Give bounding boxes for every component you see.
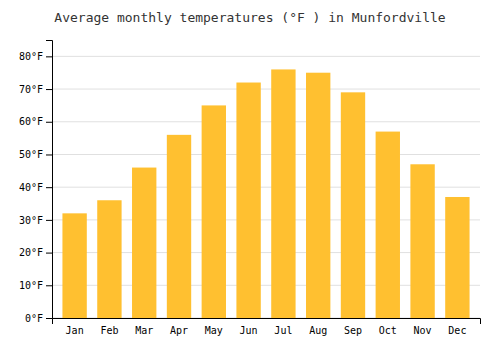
y-tick-label: 70°F <box>19 84 43 95</box>
bar <box>62 213 86 318</box>
bar <box>97 200 121 318</box>
x-tick-label: Jun <box>240 325 258 336</box>
y-tick: 0°F <box>25 313 52 324</box>
bar <box>236 83 260 318</box>
bar <box>410 164 434 318</box>
x-tick-label: Feb <box>100 325 118 336</box>
y-tick-label: 0°F <box>25 313 43 324</box>
x-tick: Jul <box>274 325 292 336</box>
y-tick-label: 60°F <box>19 116 43 127</box>
bar <box>167 135 191 318</box>
y-tick-label: 50°F <box>19 149 43 160</box>
x-tick: May <box>205 325 223 336</box>
bar <box>376 132 400 318</box>
y-tick: 50°F <box>19 149 52 160</box>
y-axis-line <box>46 41 53 319</box>
y-tick-label: 80°F <box>19 51 43 62</box>
bar <box>306 73 330 318</box>
y-tick-label: 40°F <box>19 182 43 193</box>
title: Average monthly temperatures (°F ) in Mu… <box>54 10 446 25</box>
x-tick: Feb <box>100 325 118 336</box>
bars <box>62 69 469 318</box>
bar <box>271 69 295 318</box>
y-tick-mark <box>46 285 52 286</box>
y-tick: 60°F <box>19 116 52 127</box>
y-tick-mark <box>46 56 52 57</box>
x-tick: Oct <box>379 325 397 336</box>
bar <box>445 197 469 318</box>
bar <box>341 92 365 318</box>
y-tick-mark <box>46 187 52 188</box>
chart: 0°F 10°F 20°F 30°F 40°F 50°F 60°F 70°F 80°F Jan Fe… <box>0 0 500 350</box>
y-tick-mark <box>46 318 52 319</box>
y-tick-mark <box>46 154 52 155</box>
grid-line <box>52 56 480 57</box>
x-tick-label: Aug <box>309 325 327 336</box>
x-tick-label: Apr <box>170 325 188 336</box>
y-tick: 40°F <box>19 182 52 193</box>
y-tick: 10°F <box>19 280 52 291</box>
y-tick-mark <box>46 89 52 90</box>
x-tick: Apr <box>170 325 188 336</box>
y-tick: 70°F <box>19 84 52 95</box>
x-tick: Nov <box>414 325 432 336</box>
x-tick: Jan <box>66 325 84 336</box>
y-tick-mark <box>46 253 52 254</box>
grid <box>52 56 480 318</box>
y-tick-label: 30°F <box>19 215 43 226</box>
y-tick-mark <box>46 122 52 123</box>
y-tick: 80°F <box>19 51 52 62</box>
x-tick-label: Jul <box>274 325 292 336</box>
x-tick-label: Nov <box>414 325 432 336</box>
bar <box>202 105 226 318</box>
x-tick-label: May <box>205 325 223 336</box>
x-tick-label: Mar <box>135 325 153 336</box>
x-tick: Sep <box>344 325 362 336</box>
x-tick: Mar <box>135 325 153 336</box>
x-tick-label: Oct <box>379 325 397 336</box>
x-tick: Jun <box>240 325 258 336</box>
x-axis: Jan Feb Mar Apr May Jun Jul Aug Sep Oct Nov Dec <box>53 319 481 337</box>
y-tick-label: 10°F <box>19 280 43 291</box>
y-tick: 20°F <box>19 247 52 258</box>
x-tick: Aug <box>309 325 327 336</box>
y-tick-mark <box>46 220 52 221</box>
x-tick-label: Dec <box>448 325 466 336</box>
grid-line <box>52 121 480 122</box>
x-tick: Dec <box>448 325 466 336</box>
plot: 0°F 10°F 20°F 30°F 40°F 50°F 60°F 70°F 80°F Jan Fe… <box>19 41 481 337</box>
x-tick-label: Sep <box>344 325 362 336</box>
grid-line <box>52 154 480 155</box>
x-tick-label: Jan <box>66 325 84 336</box>
y-tick: 30°F <box>19 215 52 226</box>
y-axis: 0°F 10°F 20°F 30°F 40°F 50°F 60°F 70°F 80°F <box>19 41 53 324</box>
x-axis-line <box>53 319 481 325</box>
grid-line <box>52 89 480 90</box>
y-tick-label: 20°F <box>19 247 43 258</box>
bar <box>132 168 156 318</box>
